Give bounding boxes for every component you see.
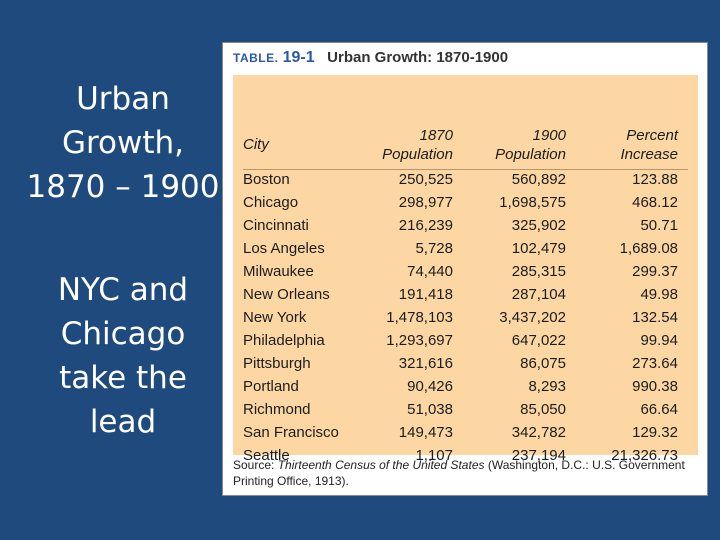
cell-percent: 468.12 <box>632 194 678 211</box>
cell-city: Cincinnati <box>243 217 309 234</box>
cell-percent: 1,689.08 <box>619 240 678 257</box>
slide-subtitle: NYC and Chicago take the lead <box>18 268 228 444</box>
cell-1900: 102,479 <box>511 240 566 257</box>
header-1870-line: Population <box>382 146 453 163</box>
header-1870: 1870 Population <box>233 126 453 164</box>
data-table: City 1870 Population 1900 Population Per… <box>233 75 698 464</box>
cell-city: New Orleans <box>243 286 330 303</box>
header-percent-line: Percent <box>626 127 678 144</box>
cell-percent: 123.88 <box>632 171 678 188</box>
slide-subtitle-line: lead <box>89 404 157 440</box>
cell-city: San Francisco <box>243 424 339 441</box>
cell-1900: 647,022 <box>511 332 566 349</box>
cell-1900: 8,293 <box>528 378 566 395</box>
table-label: TABLE. 19-1 <box>233 49 315 66</box>
table-source: Source: Thirteenth Census of the United … <box>233 457 693 489</box>
cell-city: Chicago <box>243 194 299 211</box>
source-rest: (Washington, D.C.: U.S. Government Print… <box>233 458 685 488</box>
header-1870-line: 1870 <box>419 127 453 144</box>
cell-1870: 51,038 <box>407 401 453 418</box>
slide-title-line: Growth, <box>61 125 185 161</box>
cell-percent: 99.94 <box>640 332 678 349</box>
cell-percent: 66.64 <box>640 401 678 418</box>
cell-city: Los Angeles <box>243 240 325 257</box>
cell-percent: 990.38 <box>632 378 678 395</box>
slide-title: Urban Growth, 1870 – 1900 <box>18 77 228 209</box>
cell-1870: 298,977 <box>398 194 453 211</box>
source-prefix: Source: <box>233 458 278 472</box>
header-percent-line: Increase <box>620 146 678 163</box>
cell-1900: 560,892 <box>511 171 566 188</box>
slide-title-line: 1870 – 1900 <box>26 169 220 205</box>
header-1900-line: 1900 <box>532 127 566 144</box>
source-work: Thirteenth Census of the United States <box>277 458 485 472</box>
cell-percent: 299.37 <box>632 263 678 280</box>
cell-city: Boston <box>243 171 290 188</box>
cell-percent: 21,326.73 <box>611 447 678 464</box>
cell-1870: 90,426 <box>407 378 453 395</box>
slide-title-line: Urban <box>76 81 170 117</box>
cell-1900: 237,194 <box>511 447 566 464</box>
slide-subtitle-line: NYC and <box>57 272 189 308</box>
header-1900: 1900 Population <box>233 126 566 164</box>
cell-city: Pittsburgh <box>243 355 311 372</box>
cell-1870: 1,293,697 <box>386 332 453 349</box>
cell-1900: 3,437,202 <box>499 309 566 326</box>
table-title-text: Urban Growth: 1870-1900 <box>327 49 509 66</box>
cell-city: New York <box>243 309 307 326</box>
cell-1870: 149,473 <box>398 424 453 441</box>
cell-1900: 85,050 <box>520 401 566 418</box>
slide-subtitle-line: Chicago <box>60 316 186 352</box>
cell-1900: 325,902 <box>511 217 566 234</box>
cell-1870: 74,440 <box>407 263 453 280</box>
cell-percent: 49.98 <box>640 286 678 303</box>
cell-1900: 86,075 <box>520 355 566 372</box>
cell-city: Portland <box>243 378 299 395</box>
table-image-panel: TABLE. 19-1 Urban Growth: 1870-1900 City… <box>222 42 708 496</box>
table-title: TABLE. 19-1 Urban Growth: 1870-1900 <box>233 49 508 67</box>
cell-1900: 342,782 <box>511 424 566 441</box>
cell-city: Milwaukee <box>243 263 314 280</box>
slide-subtitle-line: take the <box>59 360 187 396</box>
table-label-prefix: TABLE. <box>233 51 279 65</box>
header-city: City <box>243 136 269 153</box>
cell-1900: 285,315 <box>511 263 566 280</box>
cell-1870: 321,616 <box>398 355 453 372</box>
cell-1900: 287,104 <box>511 286 566 303</box>
cell-percent: 273.64 <box>632 355 678 372</box>
cell-1870: 191,418 <box>398 286 453 303</box>
cell-percent: 132.54 <box>632 309 678 326</box>
cell-1870: 1,478,103 <box>386 309 453 326</box>
header-divider <box>243 169 688 170</box>
cell-city: Richmond <box>243 401 311 418</box>
cell-1870: 250,525 <box>398 171 453 188</box>
cell-1900: 1,698,575 <box>499 194 566 211</box>
cell-1870: 216,239 <box>398 217 453 234</box>
cell-1870: 1,107 <box>415 447 453 464</box>
cell-city: Seattle <box>243 447 290 464</box>
header-1900-line: Population <box>495 146 566 163</box>
cell-percent: 129.32 <box>632 424 678 441</box>
table-label-number: 19-1 <box>282 49 315 66</box>
header-percent: Percent Increase <box>233 126 678 164</box>
cell-percent: 50.71 <box>640 217 678 234</box>
cell-city: Philadelphia <box>243 332 325 349</box>
cell-1870: 5,728 <box>415 240 453 257</box>
